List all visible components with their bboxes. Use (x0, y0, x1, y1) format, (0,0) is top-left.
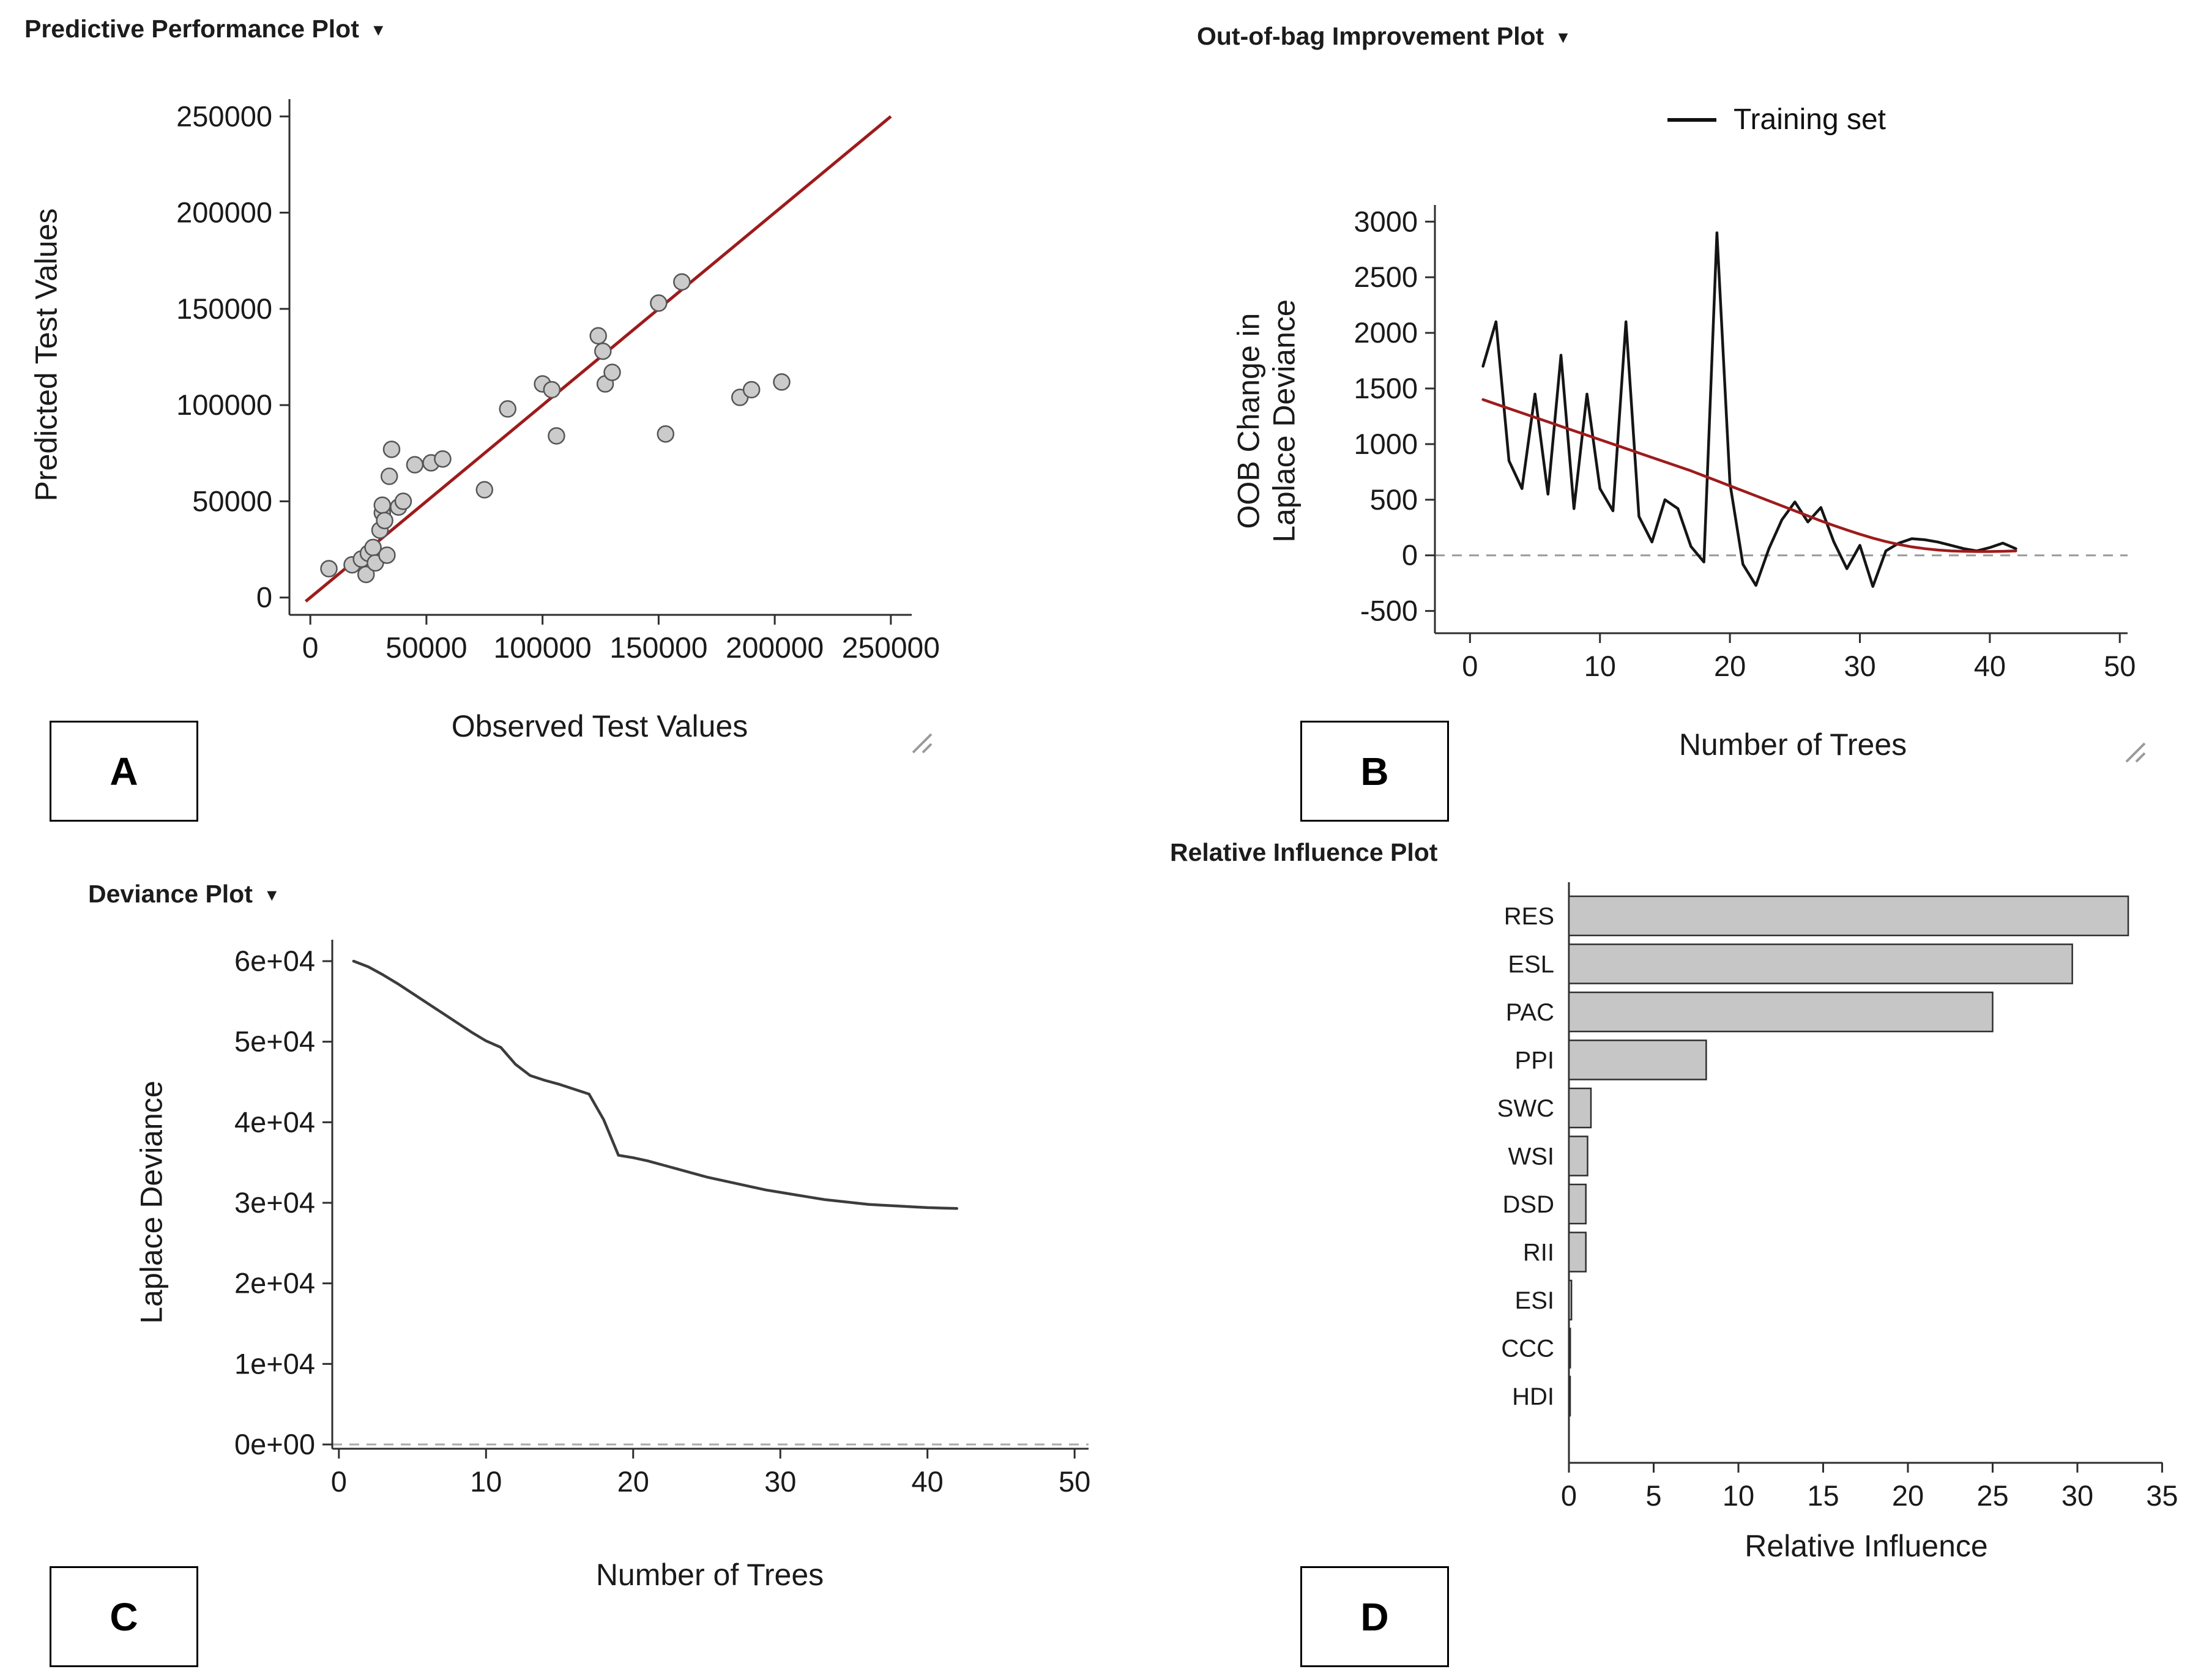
svg-text:10: 10 (470, 1465, 502, 1498)
svg-text:150000: 150000 (176, 292, 272, 325)
panel-a-resize-grip-icon[interactable] (907, 728, 936, 754)
oob-improvement-line-chart: 0 10 20 30 40 50 -500 0 500 1000 1500 2000 2500 3000 (1354, 205, 2136, 682)
svg-text:0: 0 (1462, 650, 1478, 682)
svg-text:ESL: ESL (1508, 951, 1554, 978)
svg-text:200000: 200000 (726, 632, 824, 664)
svg-text:4e+04: 4e+04 (234, 1106, 315, 1138)
panel-a-title-dropdown[interactable]: Predictive Performance Plot ▼ (24, 15, 387, 43)
svg-text:HDI: HDI (1512, 1383, 1554, 1410)
svg-text:200000: 200000 (176, 196, 272, 229)
panel-a-x-axis-title: Observed Test Values (451, 709, 748, 743)
panel-c-title-dropdown[interactable]: Deviance Plot ▼ (88, 880, 280, 909)
svg-text:2e+04: 2e+04 (234, 1267, 315, 1299)
panel-a-label: A (50, 721, 198, 822)
panel-a-title: Predictive Performance Plot (24, 15, 359, 43)
panel-b-title: Out-of-bag Improvement Plot (1197, 22, 1544, 50)
svg-text:500: 500 (1370, 483, 1418, 516)
legend-label: Training set (1734, 103, 1886, 136)
panel-b-resize-grip-icon[interactable] (2120, 737, 2150, 763)
svg-text:6e+04: 6e+04 (234, 945, 315, 977)
panel-c-label: C (50, 1566, 198, 1667)
svg-text:10: 10 (1723, 1479, 1754, 1512)
svg-text:-500: -500 (1360, 595, 1418, 627)
panel-d-x-axis-title: Relative Influence (1745, 1529, 1988, 1563)
svg-text:RES: RES (1504, 903, 1554, 930)
panel-c-x-axis-title: Number of Trees (595, 1558, 824, 1592)
svg-text:SWC: SWC (1497, 1095, 1554, 1122)
svg-text:100000: 100000 (494, 632, 592, 664)
svg-text:1000: 1000 (1354, 428, 1418, 460)
svg-text:50000: 50000 (385, 632, 467, 664)
panel-a-y-axis-title: Predicted Test Values (29, 208, 64, 502)
svg-text:20: 20 (1892, 1479, 1924, 1512)
predictive-performance-scatter-chart: 0 50000 100000 150000 200000 250000 0 50000 1000… (176, 99, 940, 664)
svg-text:10: 10 (1584, 650, 1616, 682)
panel-b-title-dropdown[interactable]: Out-of-bag Improvement Plot ▼ (1197, 22, 1571, 51)
svg-text:DSD: DSD (1503, 1191, 1554, 1218)
svg-text:100000: 100000 (176, 388, 272, 421)
panel-d-title: Relative Influence Plot (1170, 838, 1438, 866)
panel-b-legend: Training set (1667, 103, 1886, 136)
panel-b-x-axis-title: Number of Trees (1678, 727, 1907, 762)
svg-text:1e+04: 1e+04 (234, 1347, 315, 1380)
svg-text:5: 5 (1645, 1479, 1661, 1512)
svg-text:ESI: ESI (1515, 1287, 1554, 1314)
panel-b-label: B (1300, 721, 1449, 822)
svg-text:2000: 2000 (1354, 316, 1418, 349)
relative-influence-bar-chart: 0 5 10 15 20 25 30 35 RES ESL PAC PPI SWC WSI DSD RII ES… (1497, 882, 2178, 1512)
svg-text:50: 50 (2104, 650, 2136, 682)
svg-text:150000: 150000 (609, 632, 707, 664)
svg-text:WSI: WSI (1508, 1143, 1554, 1170)
svg-text:0: 0 (302, 632, 319, 664)
svg-text:0: 0 (331, 1465, 347, 1498)
svg-text:0: 0 (1561, 1479, 1577, 1512)
panel-b-y-axis-title: OOB Change in Laplace Deviance (1231, 299, 1302, 543)
svg-text:0e+00: 0e+00 (234, 1428, 315, 1460)
svg-text:30: 30 (1844, 650, 1875, 682)
svg-text:RII: RII (1523, 1240, 1554, 1266)
dropdown-caret-icon: ▼ (1555, 28, 1571, 46)
svg-text:250000: 250000 (176, 100, 272, 132)
svg-text:3e+04: 3e+04 (234, 1186, 315, 1219)
svg-text:50: 50 (1059, 1465, 1090, 1498)
svg-text:CCC: CCC (1501, 1336, 1554, 1362)
svg-text:40: 40 (912, 1465, 944, 1498)
svg-text:30: 30 (2062, 1479, 2093, 1512)
svg-text:20: 20 (617, 1465, 649, 1498)
svg-text:PPI: PPI (1515, 1047, 1554, 1074)
svg-text:3000: 3000 (1354, 205, 1418, 237)
svg-text:250000: 250000 (842, 632, 940, 664)
dropdown-caret-icon: ▼ (263, 886, 280, 904)
deviance-line-chart: 0 10 20 30 40 50 0e+00 1e+04 2e+04 3e+04 4e+04 5e+0… (234, 940, 1090, 1498)
svg-text:15: 15 (1807, 1479, 1839, 1512)
dropdown-caret-icon: ▼ (370, 21, 387, 39)
svg-text:30: 30 (764, 1465, 796, 1498)
svg-text:35: 35 (2146, 1479, 2178, 1512)
svg-text:20: 20 (1714, 650, 1746, 682)
svg-text:2500: 2500 (1354, 261, 1418, 293)
svg-text:0: 0 (256, 581, 272, 614)
svg-text:PAC: PAC (1506, 999, 1554, 1026)
svg-text:1500: 1500 (1354, 372, 1418, 404)
svg-text:50000: 50000 (192, 485, 272, 517)
svg-text:40: 40 (1974, 650, 2006, 682)
panel-d-label: D (1300, 1566, 1449, 1667)
svg-text:0: 0 (1402, 539, 1418, 571)
panel-c-title: Deviance Plot (88, 880, 253, 908)
svg-text:5e+04: 5e+04 (234, 1025, 315, 1058)
svg-text:25: 25 (1976, 1479, 2008, 1512)
training-set-line-swatch (1667, 117, 1716, 122)
